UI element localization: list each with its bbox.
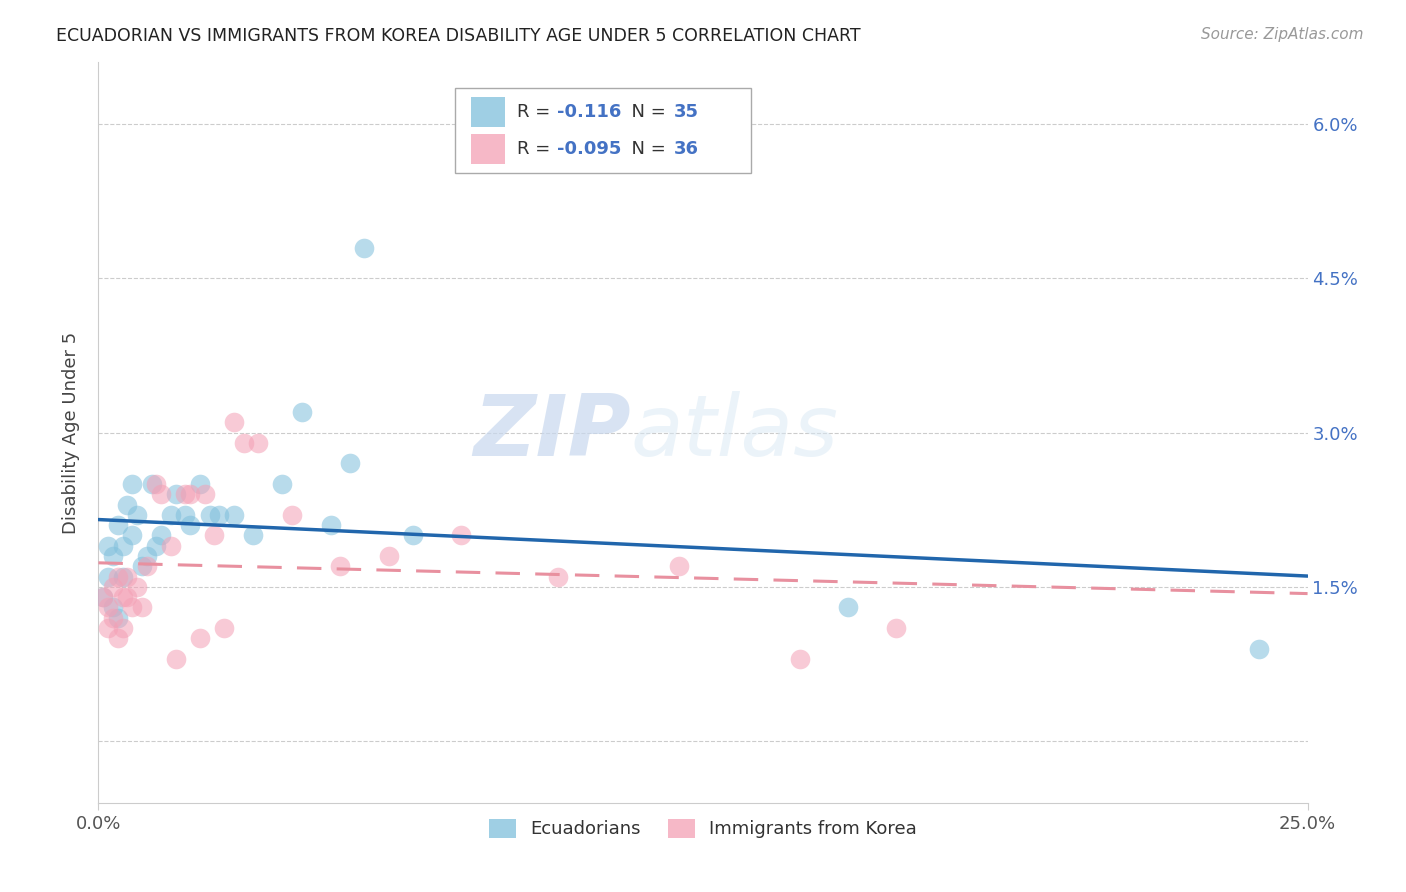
Point (107, 569, 129, 583)
Point (222, 508, 245, 522)
Point (353, 240, 375, 255)
Point (281, 508, 304, 522)
FancyBboxPatch shape (471, 135, 505, 164)
Point (145, 477, 167, 491)
Text: N =: N = (620, 103, 671, 121)
Point (131, 559, 153, 574)
Point (212, 621, 235, 635)
Point (402, 528, 425, 542)
Point (131, 600, 153, 615)
Y-axis label: Disability Age Under 5: Disability Age Under 5 (62, 332, 80, 533)
Point (188, 632, 211, 646)
Text: ECUADORIAN VS IMMIGRANTS FROM KOREA DISABILITY AGE UNDER 5 CORRELATION CHART: ECUADORIAN VS IMMIGRANTS FROM KOREA DISA… (56, 27, 860, 45)
Point (111, 539, 134, 553)
Point (107, 610, 129, 624)
Point (837, 600, 859, 615)
Point (789, 652, 811, 666)
Point (668, 559, 690, 574)
Point (127, 580, 149, 594)
Point (117, 590, 139, 604)
Point (198, 508, 221, 522)
Point (450, 528, 472, 542)
Text: N =: N = (620, 140, 671, 158)
Point (97, 539, 120, 553)
Point (97, 621, 120, 635)
Point (247, 436, 270, 450)
Point (174, 508, 197, 522)
Point (165, 487, 187, 501)
Point (135, 559, 157, 574)
Point (174, 487, 197, 501)
Point (117, 498, 139, 512)
Point (111, 621, 134, 635)
Point (150, 487, 173, 501)
Point (208, 508, 231, 522)
Point (150, 528, 173, 542)
Point (107, 632, 129, 646)
Point (121, 600, 143, 615)
Point (165, 652, 187, 666)
Text: 35: 35 (673, 103, 699, 121)
Text: 36: 36 (673, 140, 699, 158)
Point (242, 528, 264, 542)
Text: Source: ZipAtlas.com: Source: ZipAtlas.com (1201, 27, 1364, 42)
Text: R =: R = (517, 103, 555, 121)
Legend: Ecuadorians, Immigrants from Korea: Ecuadorians, Immigrants from Korea (482, 812, 924, 846)
Point (121, 528, 143, 542)
Point (97, 600, 120, 615)
Point (290, 405, 312, 419)
Point (101, 610, 124, 624)
Point (117, 569, 139, 583)
Point (91, 590, 114, 604)
Point (188, 477, 211, 491)
Point (222, 415, 245, 429)
Point (97, 569, 120, 583)
Point (886, 621, 908, 635)
FancyBboxPatch shape (456, 88, 751, 173)
Point (141, 477, 163, 491)
Point (101, 580, 124, 594)
Point (319, 518, 342, 533)
Point (1249, 641, 1271, 656)
Point (145, 539, 167, 553)
Point (232, 436, 254, 450)
FancyBboxPatch shape (471, 97, 505, 127)
Point (377, 549, 399, 563)
Point (101, 600, 124, 615)
Point (135, 549, 157, 563)
Point (194, 487, 217, 501)
Point (111, 590, 134, 604)
Point (127, 508, 149, 522)
Point (179, 518, 201, 533)
Point (271, 477, 294, 491)
Point (101, 549, 124, 563)
Point (107, 518, 129, 533)
Point (111, 569, 134, 583)
Point (329, 559, 352, 574)
Text: -0.116: -0.116 (557, 103, 621, 121)
Point (547, 569, 569, 583)
Text: -0.095: -0.095 (557, 140, 621, 158)
Point (121, 477, 143, 491)
Point (160, 539, 183, 553)
Text: R =: R = (517, 140, 555, 158)
Point (179, 487, 201, 501)
Point (204, 528, 226, 542)
Text: atlas: atlas (630, 391, 838, 475)
Point (91, 590, 114, 604)
Text: ZIP: ZIP (472, 391, 630, 475)
Point (339, 457, 361, 471)
Point (160, 508, 183, 522)
